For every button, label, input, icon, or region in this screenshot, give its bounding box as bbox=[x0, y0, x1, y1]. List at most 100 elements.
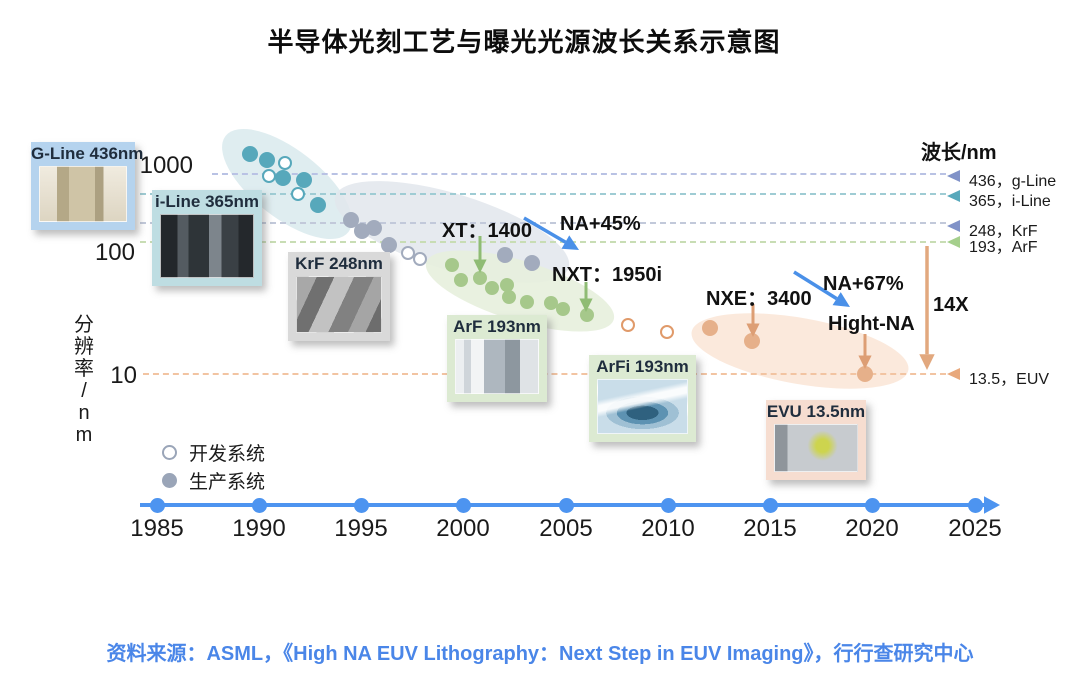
y-axis-title: 分 辨 率 / n m bbox=[74, 314, 94, 446]
machine-photo-arfi bbox=[597, 379, 688, 434]
data-point bbox=[262, 169, 276, 183]
data-point bbox=[702, 320, 718, 336]
data-point bbox=[497, 247, 513, 263]
year-label-1985: 1985 bbox=[130, 515, 184, 542]
y-tick-1000: 1000 bbox=[139, 152, 193, 179]
machine-photo-krf bbox=[296, 276, 382, 333]
legend-label: 开发系统 bbox=[189, 443, 266, 465]
data-point bbox=[485, 281, 499, 295]
timeline-dot-2000 bbox=[455, 497, 471, 513]
legend-item-production: 生产系统 bbox=[162, 466, 265, 494]
data-point bbox=[381, 237, 397, 253]
year-label-1990: 1990 bbox=[232, 515, 286, 542]
data-point bbox=[524, 255, 540, 271]
data-point bbox=[556, 302, 570, 316]
year-label-2000: 2000 bbox=[436, 515, 490, 542]
y-tick-100: 100 bbox=[94, 239, 135, 266]
year-label-2020: 2020 bbox=[845, 515, 899, 542]
timeline-dot-2025 bbox=[967, 497, 983, 513]
wavelength-triangle-icon bbox=[947, 190, 960, 202]
wavelength-label: 193，ArF bbox=[969, 239, 1038, 256]
timeline-dot-1990 bbox=[251, 497, 267, 513]
data-point bbox=[544, 296, 558, 310]
data-point bbox=[500, 278, 514, 292]
filled-circle-icon bbox=[162, 472, 177, 488]
timeline-dot-2015 bbox=[762, 497, 778, 513]
annotation-hight-na: Hight-NA bbox=[828, 313, 915, 335]
data-point bbox=[621, 318, 635, 332]
year-label-2005: 2005 bbox=[539, 515, 593, 542]
source-attribution: 资料来源：ASML，《High NA EUV Lithography：Next … bbox=[106, 643, 974, 665]
annotation-nxe-3400: NXE：3400 bbox=[706, 288, 812, 310]
year-label-1995: 1995 bbox=[334, 515, 388, 542]
data-point bbox=[242, 146, 258, 162]
machine-photo-euv bbox=[774, 424, 858, 472]
timeline-dot-2020 bbox=[864, 497, 880, 513]
data-point bbox=[580, 308, 594, 322]
legend-label: 生产系统 bbox=[189, 471, 266, 493]
annotation-14x: 14X bbox=[933, 294, 969, 316]
machine-box-krf: KrF 248nm bbox=[288, 252, 390, 341]
machine-label-iline: i-Line 365nm bbox=[155, 192, 259, 211]
timeline-dot-2010 bbox=[660, 497, 676, 513]
data-point bbox=[296, 172, 312, 188]
annotation-xt-1400: XT：1400 bbox=[442, 220, 533, 242]
year-label-2015: 2015 bbox=[743, 515, 797, 542]
machine-label-arf: ArF 193nm bbox=[453, 317, 541, 336]
data-point bbox=[473, 271, 487, 285]
data-point bbox=[445, 258, 459, 272]
data-point bbox=[343, 212, 359, 228]
annotation-na-45: NA+45% bbox=[560, 213, 641, 235]
timeline-dot-2005 bbox=[558, 497, 574, 513]
data-point bbox=[291, 187, 305, 201]
annotation-nxt-1950i: NXT：1950i bbox=[552, 264, 663, 286]
wavelength-triangle-icon bbox=[947, 368, 960, 380]
data-point bbox=[275, 170, 291, 186]
machine-photo-gline bbox=[39, 166, 127, 222]
data-point bbox=[401, 246, 415, 260]
wavelength-triangle-icon bbox=[947, 170, 960, 182]
chart-title: 半导体光刻工艺与曝光光源波长关系示意图 bbox=[267, 27, 781, 57]
wavelength-triangle-icon bbox=[947, 236, 960, 248]
legend: 开发系统 生产系统 bbox=[162, 438, 265, 494]
wavelength-label: 248，KrF bbox=[969, 223, 1038, 240]
machine-box-iline: i-Line 365nm bbox=[152, 190, 262, 286]
wavelength-label: 13.5，EUV bbox=[969, 371, 1050, 388]
wavelength-label: 436，g-Line bbox=[969, 173, 1057, 190]
data-point bbox=[259, 152, 275, 168]
year-label-2010: 2010 bbox=[641, 515, 695, 542]
data-point bbox=[454, 273, 468, 287]
data-point bbox=[366, 220, 382, 236]
machine-label-krf: KrF 248nm bbox=[295, 254, 383, 273]
dashed-line-i-line-365 bbox=[140, 193, 946, 195]
y-tick-10: 10 bbox=[110, 362, 137, 389]
machine-label-gline: G-Line 436nm bbox=[31, 144, 144, 163]
machine-photo-arf bbox=[455, 339, 539, 394]
wavelength-axis-title: 波长/nm bbox=[921, 142, 997, 164]
open-circle-icon bbox=[162, 444, 177, 460]
data-point bbox=[857, 366, 873, 382]
data-point bbox=[278, 156, 292, 170]
machine-box-gline: G-Line 436nm bbox=[31, 142, 144, 230]
machine-label-arfi: ArFi 193nm bbox=[596, 357, 689, 376]
data-point bbox=[502, 290, 516, 304]
data-point bbox=[413, 252, 427, 266]
legend-item-development: 开发系统 bbox=[162, 438, 265, 466]
data-point bbox=[310, 197, 326, 213]
data-point bbox=[660, 325, 674, 339]
machine-label-euv: EVU 13.5nm bbox=[766, 402, 866, 421]
wavelength-label: 365，i-Line bbox=[969, 193, 1051, 210]
data-point bbox=[520, 295, 534, 309]
timeline-dot-1995 bbox=[353, 497, 369, 513]
timeline-axis-head-icon bbox=[984, 496, 1000, 514]
machine-box-arfi: ArFi 193nm bbox=[589, 355, 696, 442]
year-label-2025: 2025 bbox=[948, 515, 1002, 542]
annotation-na-67: NA+67% bbox=[823, 273, 904, 295]
machine-box-euv: EVU 13.5nm bbox=[766, 400, 866, 480]
data-point bbox=[744, 333, 760, 349]
14x-arrow-head-icon bbox=[919, 354, 935, 370]
timeline-dot-1985 bbox=[149, 497, 165, 513]
machine-photo-iline bbox=[160, 214, 254, 278]
dashed-line-g-line-436 bbox=[212, 173, 946, 175]
